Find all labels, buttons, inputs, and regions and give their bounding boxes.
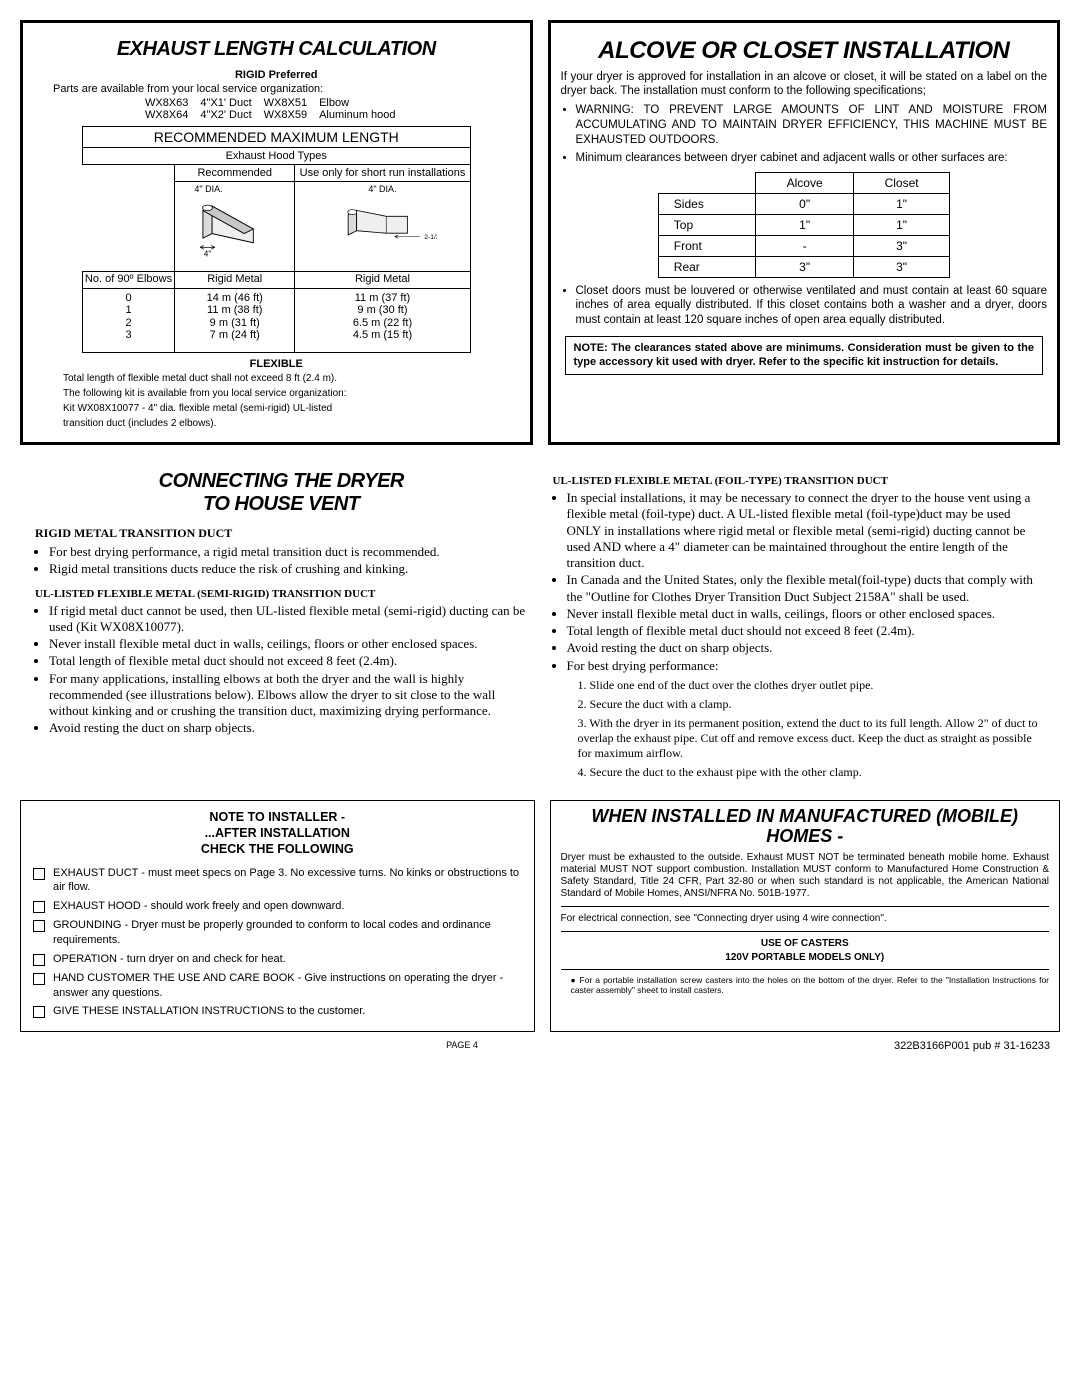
check-item-0: EXHAUST DUCT - must meet specs on Page 3… bbox=[33, 866, 522, 896]
elbows-hdr: No. of 90º Elbows bbox=[82, 272, 175, 289]
step-4: 4. Secure the duct to the exhaust pipe w… bbox=[578, 765, 1046, 780]
foil-list: In special installations, it may be nece… bbox=[553, 490, 1046, 674]
alcove-bullets-2: Closet doors must be louvered or otherwi… bbox=[576, 284, 1048, 329]
len-col-1: 14 m (46 ft) 11 m (38 ft) 9 m (31 ft) 7 … bbox=[175, 292, 294, 343]
elbow-nums: 0 1 2 3 bbox=[83, 292, 175, 343]
check-item-5: GIVE THESE INSTALLATION INSTRUCTIONS to … bbox=[33, 1004, 522, 1019]
connect-left-col: CONNECTING THE DRYER TO HOUSE VENT RIGID… bbox=[35, 465, 528, 780]
foil-duct-hdr: UL-LISTED FLEXIBLE METAL (FOIL-TYPE) TRA… bbox=[553, 475, 1046, 487]
rec-table: RECOMMENDED MAXIMUM LENGTH Exhaust Hood … bbox=[82, 126, 471, 353]
check-item-4: HAND CUSTOMER THE USE AND CARE BOOK - Gi… bbox=[33, 971, 522, 1001]
recommended-hdr: Recommended bbox=[175, 165, 295, 182]
alcove-panel: ALCOVE OR CLOSET INSTALLATION If your dr… bbox=[548, 20, 1061, 445]
checkbox-icon[interactable] bbox=[33, 868, 45, 880]
check-item-1: EXHAUST HOOD - should work freely and op… bbox=[33, 899, 522, 914]
connect-title-1: CONNECTING THE DRYER bbox=[35, 470, 528, 493]
installer-box: NOTE TO INSTALLER -...AFTER INSTALLATION… bbox=[20, 800, 535, 1032]
check-item-2: GROUNDING - Dryer must be properly groun… bbox=[33, 918, 522, 948]
step-2: 2. Secure the duct with a clamp. bbox=[578, 697, 1046, 712]
rigid-list: For best drying performance, a rigid met… bbox=[35, 544, 528, 578]
step-3: 3. With the dryer in its permanent posit… bbox=[578, 716, 1046, 761]
exhaust-title: EXHAUST LENGTH CALCULATION bbox=[33, 38, 520, 61]
rigid-metal-1: Rigid Metal bbox=[175, 272, 295, 289]
alcove-bullets: WARNING: TO PREVENT LARGE AMOUNTS OF LIN… bbox=[576, 103, 1048, 166]
mobile-box: WHEN INSTALLED IN MANUFACTURED (MOBILE) … bbox=[550, 800, 1061, 1032]
rigid-metal-2: Rigid Metal bbox=[295, 272, 471, 289]
semi-duct-hdr: UL-LISTED FLEXIBLE METAL (SEMI-RIGID) TR… bbox=[35, 588, 528, 600]
clearance-table: AlcoveCloset Sides0"1" Top1"1" Front-3" … bbox=[658, 172, 950, 278]
dim-25: 2-1/2" bbox=[425, 234, 438, 241]
alcove-warning: WARNING: TO PREVENT LARGE AMOUNTS OF LIN… bbox=[576, 103, 1048, 148]
installer-title: NOTE TO INSTALLER -...AFTER INSTALLATION… bbox=[33, 809, 522, 858]
checkbox-icon[interactable] bbox=[33, 920, 45, 932]
checkbox-icon[interactable] bbox=[33, 954, 45, 966]
bottom-row: NOTE TO INSTALLER -...AFTER INSTALLATION… bbox=[20, 800, 1060, 1032]
rigid-pref: RIGID Preferred bbox=[235, 69, 318, 81]
alcove-closet-doors: Closet doors must be louvered or otherwi… bbox=[576, 284, 1048, 329]
flex-line-2: Kit WX08X10077 - 4" dia. flexible metal … bbox=[63, 402, 490, 415]
rec-max-length: RECOMMENDED MAXIMUM LENGTH bbox=[82, 127, 470, 148]
checkbox-icon[interactable] bbox=[33, 1006, 45, 1018]
alcove-intro: If your dryer is approved for installati… bbox=[561, 71, 1048, 99]
semi-list: If rigid metal duct cannot be used, then… bbox=[35, 603, 528, 737]
casters-sub: 120V PORTABLE MODELS ONLY) bbox=[561, 952, 1050, 963]
connect-title-2: TO HOUSE VENT bbox=[35, 493, 528, 516]
mobile-title: WHEN INSTALLED IN MANUFACTURED (MOBILE) … bbox=[561, 807, 1050, 847]
checkbox-icon[interactable] bbox=[33, 901, 45, 913]
alcove-title: ALCOVE OR CLOSET INSTALLATION bbox=[561, 38, 1048, 63]
flex-line-3: transition duct (includes 2 elbows). bbox=[63, 417, 490, 430]
exhaust-panel: EXHAUST LENGTH CALCULATION RIGID Preferr… bbox=[20, 20, 533, 445]
check-item-3: OPERATION - turn dryer on and check for … bbox=[33, 952, 522, 967]
casters-hdr: USE OF CASTERS bbox=[561, 938, 1050, 949]
connect-section: CONNECTING THE DRYER TO HOUSE VENT RIGID… bbox=[20, 460, 1060, 785]
use-only-hdr: Use only for short run installations bbox=[295, 165, 471, 182]
mobile-p2: For electrical connection, see "Connecti… bbox=[561, 913, 1050, 925]
dim-4in: 4" bbox=[203, 250, 211, 259]
step-1: 1. Slide one end of the duct over the cl… bbox=[578, 678, 1046, 693]
hood-svg-1: 4" bbox=[180, 194, 290, 264]
top-row: EXHAUST LENGTH CALCULATION RIGID Preferr… bbox=[20, 20, 1060, 445]
flex-line-1: The following kit is available from you … bbox=[63, 387, 490, 400]
alcove-clearance-intro: Minimum clearances between dryer cabinet… bbox=[576, 151, 1048, 166]
hood-svg-2: 2-1/2" bbox=[327, 194, 437, 264]
hood-short-run: 4" DIA. 2-1/2" bbox=[295, 182, 471, 272]
page-number: PAGE 4 bbox=[30, 1040, 894, 1052]
parts-table: WX8X634"X1' DuctWX8X51Elbow WX8X644"X2' … bbox=[145, 97, 408, 121]
checkbox-icon[interactable] bbox=[33, 973, 45, 985]
flex-line-0: Total length of flexible metal duct shal… bbox=[63, 372, 490, 385]
connect-right-col: UL-LISTED FLEXIBLE METAL (FOIL-TYPE) TRA… bbox=[553, 465, 1046, 780]
len-col-2: 11 m (37 ft) 9 m (30 ft) 6.5 m (22 ft) 4… bbox=[295, 292, 470, 343]
casters-tiny: For a portable installation screw caster… bbox=[571, 976, 1050, 996]
rigid-duct-hdr: RIGID METAL TRANSITION DUCT bbox=[35, 526, 528, 541]
parts-intro: Parts are available from your local serv… bbox=[53, 83, 520, 95]
hood-recommended: 4" DIA. 4" bbox=[175, 182, 295, 272]
page-footer: PAGE 4 322B3166P001 pub # 31-16233 bbox=[20, 1040, 1060, 1052]
alcove-note-box: NOTE: The clearances stated above are mi… bbox=[565, 336, 1044, 374]
flexible-hdr: FLEXIBLE bbox=[250, 358, 303, 370]
mobile-p1: Dryer must be exhausted to the outside. … bbox=[561, 852, 1050, 900]
hood-types: Exhaust Hood Types bbox=[82, 148, 470, 165]
pub-number: 322B3166P001 pub # 31-16233 bbox=[894, 1040, 1050, 1052]
